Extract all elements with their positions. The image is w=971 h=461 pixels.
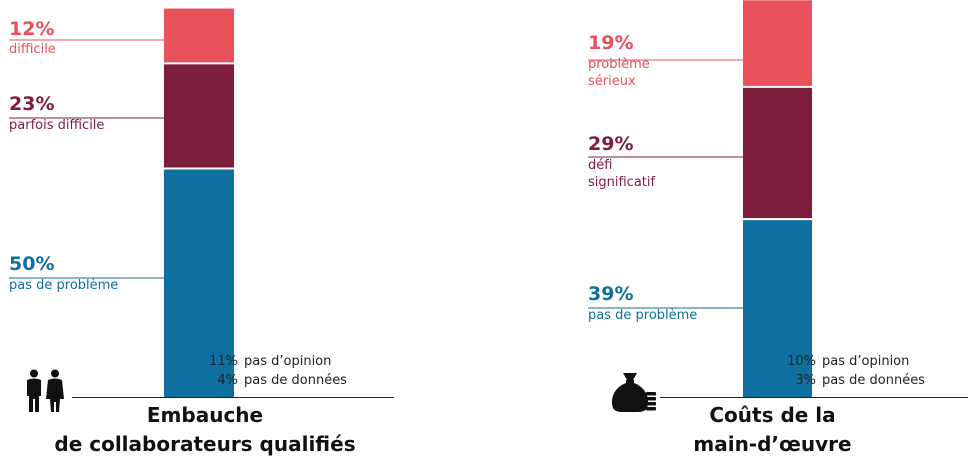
- note-text: pas d’opinion: [244, 354, 332, 369]
- note-value: 4%: [217, 373, 238, 388]
- segment-label-sometimes-difficult: parfois difficile: [9, 118, 105, 133]
- chart-panel-labor-costs: 19% problème sérieux 29% défi significat…: [580, 0, 971, 461]
- title-line: main-d’œuvre: [693, 432, 852, 456]
- segment-label-significant-challenge: défi significatif: [588, 158, 656, 190]
- note-value: 11%: [209, 354, 238, 369]
- title-line: de collaborateurs qualifiés: [54, 432, 356, 456]
- chart-panel-hiring: 12% difficile 23% parfois difficile 50% …: [0, 0, 460, 461]
- segment-pct-difficult: 12%: [9, 18, 55, 40]
- title-line: Embauche: [146, 403, 264, 427]
- bar-segment-3: [743, 0, 812, 87]
- segment-pct-serious-problem: 19%: [588, 32, 634, 54]
- note-value: 3%: [795, 373, 816, 388]
- chart-svg-labor-costs: [588, 0, 968, 398]
- segment-label-no-problem-2: pas de problème: [588, 308, 698, 323]
- segment-label-difficult: difficile: [9, 42, 56, 57]
- bar-segment-3: [164, 8, 234, 64]
- money-bag-icon: [611, 373, 656, 412]
- bar-segment-2: [743, 86, 812, 220]
- bar-segment-2: [164, 63, 234, 169]
- note-text: pas de données: [244, 373, 347, 388]
- note-no-opinion: 11% pas d’opinion: [204, 353, 331, 370]
- segment-pct-no-problem: 50%: [9, 253, 55, 275]
- note-text: pas de données: [822, 373, 925, 388]
- title-line: Coûts de la: [709, 403, 836, 427]
- chart-title-hiring: Embauche de collaborateurs qualifiés: [0, 401, 410, 459]
- note-no-data: 4% pas de données: [204, 372, 347, 389]
- segment-label-serious-problem: problème sérieux: [588, 57, 650, 89]
- chart-title-labor-costs: Coûts de la main-d’œuvre: [650, 401, 895, 459]
- segment-label-no-problem: pas de problème: [9, 278, 119, 293]
- note-no-opinion-2: 10% pas d’opinion: [782, 353, 909, 370]
- segment-pct-significant-challenge: 29%: [588, 133, 634, 155]
- chart-svg-hiring: [9, 8, 394, 398]
- note-value: 10%: [787, 354, 816, 369]
- people-icon: [27, 369, 64, 412]
- segment-pct-no-problem-2: 39%: [588, 283, 634, 305]
- segment-pct-sometimes-difficult: 23%: [9, 93, 55, 115]
- note-no-data-2: 3% pas de données: [782, 372, 925, 389]
- note-text: pas d’opinion: [822, 354, 910, 369]
- bar-segment-1: [743, 219, 812, 397]
- bar-segment-1: [164, 168, 234, 397]
